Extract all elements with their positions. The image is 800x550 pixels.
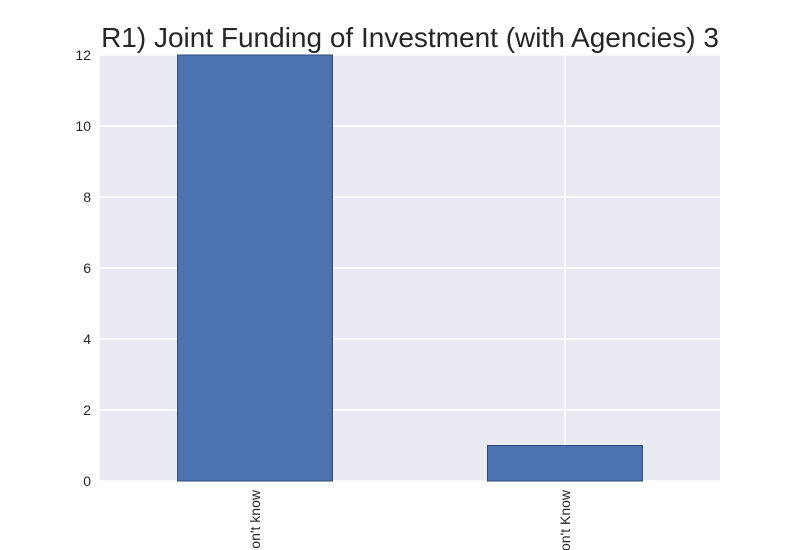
chart-title: R1) Joint Funding of Investment (with Ag… xyxy=(101,22,719,53)
y-tick-label: 10 xyxy=(75,118,91,134)
x-tick-label: on't know xyxy=(247,489,263,549)
bar xyxy=(177,54,333,482)
y-tick-label: 2 xyxy=(83,402,91,418)
x-tick-label: on't Know xyxy=(557,489,573,550)
y-tick-label: 6 xyxy=(83,260,91,276)
y-axis-ticks: 0 2 4 6 8 10 12 xyxy=(75,47,91,489)
y-tick-label: 8 xyxy=(83,189,91,205)
y-tick-label: 0 xyxy=(83,473,91,489)
x-axis-ticks: on't know on't Know xyxy=(247,489,573,550)
bars xyxy=(177,54,643,482)
y-tick-label: 4 xyxy=(83,331,91,347)
y-tick-label: 12 xyxy=(75,47,91,63)
bar xyxy=(487,445,643,482)
